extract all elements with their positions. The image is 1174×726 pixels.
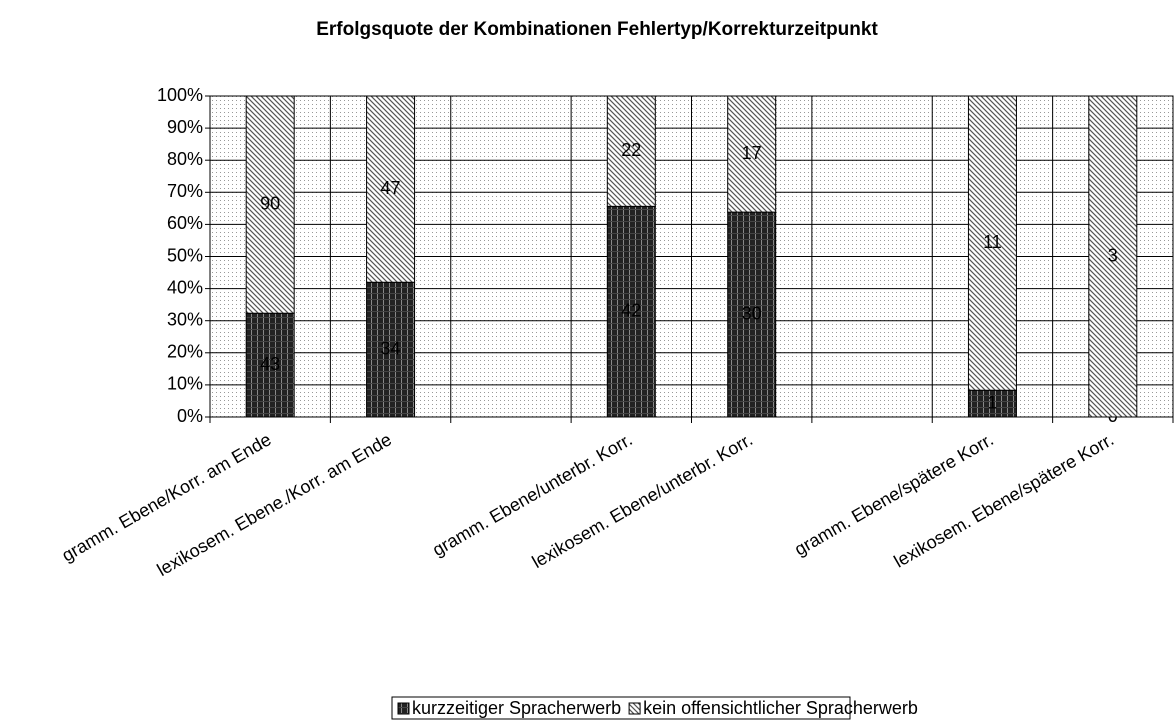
legend-box bbox=[391, 696, 851, 720]
data-label: 1 bbox=[987, 392, 997, 412]
chart-title: Erfolgsquote der Kombinationen Fehlertyp… bbox=[316, 19, 878, 40]
y-tick-label: 80% bbox=[167, 149, 203, 169]
y-tick-label: 60% bbox=[167, 213, 203, 233]
bar-segment bbox=[245, 95, 295, 314]
data-label: 34 bbox=[381, 338, 401, 358]
bar-segment bbox=[967, 95, 1017, 391]
data-label: 11 bbox=[983, 232, 1002, 252]
data-label: 17 bbox=[742, 143, 762, 163]
y-tick-label: 0% bbox=[177, 406, 203, 426]
x-tick-label: lexikosem. Ebene./Korr. am Ende bbox=[154, 429, 395, 580]
data-label: 47 bbox=[381, 178, 401, 198]
legend-label: kein offensichtlicher Spracherwerb bbox=[643, 698, 918, 718]
y-tick-label: 50% bbox=[167, 245, 203, 265]
bar-segment bbox=[366, 281, 416, 418]
legend-label: kurzzeitiger Spracherwerb bbox=[412, 698, 621, 718]
data-label: 22 bbox=[621, 140, 641, 160]
y-tick-label: 10% bbox=[167, 374, 203, 394]
y-tick-label: 100% bbox=[157, 85, 203, 105]
data-label: 90 bbox=[260, 193, 280, 213]
y-tick-label: 40% bbox=[167, 277, 203, 297]
bar-segment bbox=[606, 95, 656, 207]
y-tick-label: 20% bbox=[167, 342, 203, 362]
bar-segment bbox=[727, 95, 777, 213]
x-tick-label: lexikosem. Ebene/spätere Korr. bbox=[891, 429, 1118, 571]
data-label: 42 bbox=[621, 300, 641, 320]
bar-segment bbox=[727, 211, 777, 418]
legend-swatch bbox=[628, 702, 641, 715]
bar-segment bbox=[245, 312, 295, 418]
bar-segment bbox=[606, 205, 656, 418]
bar-segment bbox=[1088, 95, 1138, 418]
x-tick-label: gramm. Ebene/spätere Korr. bbox=[791, 429, 997, 559]
data-label: 43 bbox=[260, 354, 280, 374]
x-tick-label: gramm. Ebene/Korr. am Ende bbox=[58, 429, 274, 565]
x-tick-label: lexikosem. Ebene/unterbr. Korr. bbox=[529, 429, 756, 572]
bar-segment bbox=[967, 389, 1017, 418]
y-tick-label: 30% bbox=[167, 309, 203, 329]
x-tick-label: gramm. Ebene/unterbr. Korr. bbox=[429, 429, 636, 560]
y-tick-label: 90% bbox=[167, 117, 203, 137]
legend-swatch bbox=[397, 702, 410, 715]
bar-segment bbox=[366, 95, 416, 283]
data-label: 3 bbox=[1108, 245, 1118, 265]
data-label: 30 bbox=[742, 303, 762, 323]
y-tick-label: 70% bbox=[167, 181, 203, 201]
